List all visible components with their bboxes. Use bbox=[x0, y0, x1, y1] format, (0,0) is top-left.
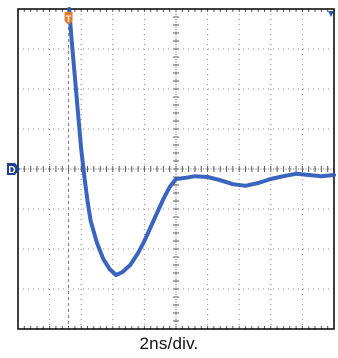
trigger-marker-label: T bbox=[66, 14, 72, 24]
series-line bbox=[67, 7, 336, 277]
ground-marker-label: D bbox=[8, 165, 15, 176]
ground-marker bbox=[7, 163, 20, 175]
offscreen-arrow-icon bbox=[328, 11, 334, 17]
trace-layer bbox=[67, 7, 336, 277]
marker-layer: TD bbox=[7, 11, 334, 176]
graticule bbox=[17, 8, 335, 330]
trigger-marker bbox=[64, 12, 73, 25]
x-axis-label: 2ns/div. bbox=[139, 334, 199, 353]
